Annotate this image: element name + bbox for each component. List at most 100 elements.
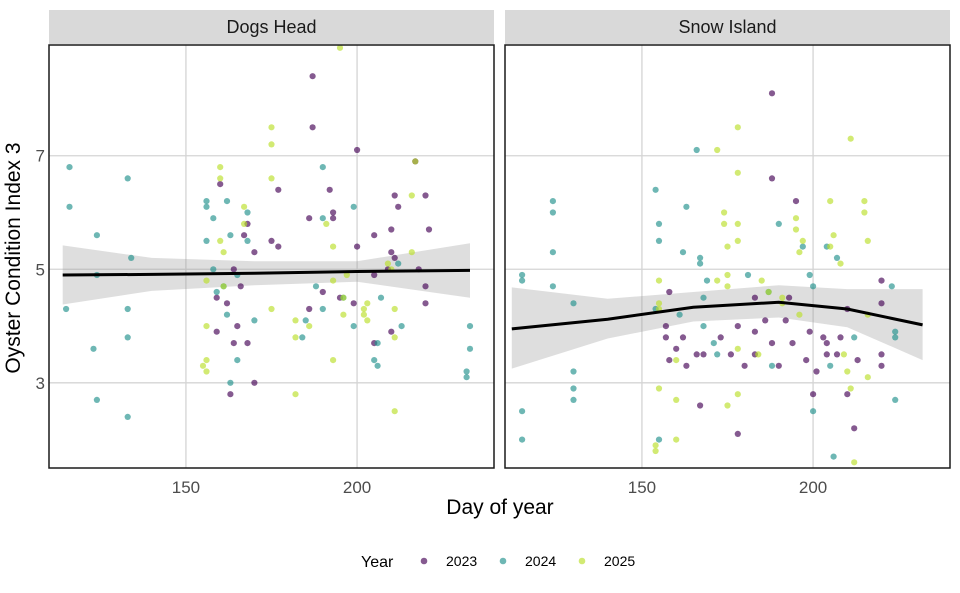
data-point [371,232,378,239]
data-point [652,186,659,193]
legend-label: 2023 [446,553,477,569]
series-2024 [519,146,899,460]
data-point [241,203,248,210]
data-point [268,124,275,131]
data-point [861,198,868,205]
data-point [391,192,398,199]
data-point [408,192,415,199]
data-point [220,283,227,290]
data-point [810,391,817,398]
data-point [714,351,721,358]
data-point [683,362,690,369]
data-point [700,323,707,330]
data-point [827,198,834,205]
data-point [466,345,474,352]
data-point [384,260,391,267]
data-point [251,317,258,324]
data-point [652,447,659,455]
x-tick-label: 150 [628,478,656,497]
data-point [666,288,673,296]
data-point [806,328,813,335]
data-point [878,300,885,307]
data-point [217,164,224,171]
data-point [391,305,398,313]
data-point [364,300,371,307]
data-point [343,271,350,279]
data-point [326,186,333,193]
data-point [66,164,73,171]
data-point [549,249,557,256]
data-point [230,266,237,273]
data-point [309,73,316,80]
data-point [721,220,728,227]
data-point [319,305,326,313]
data-point [374,362,381,369]
data-point [299,334,306,341]
data-point [744,271,752,279]
data-point [391,408,398,415]
data-point [330,243,337,250]
data-point [830,453,837,460]
data-point [789,340,796,347]
data-point [765,288,772,296]
data-point [762,317,769,324]
data-point [734,237,741,244]
panel-title: Dogs Head [226,17,316,37]
data-point [124,175,131,182]
data-point [398,323,405,330]
panel-border [504,44,951,469]
data-point [330,215,337,222]
data-point [878,351,885,358]
data-point [371,357,378,364]
data-point [727,351,735,358]
data-point [244,209,251,216]
data-point [124,334,131,341]
data-point [782,317,789,324]
data-point [213,294,220,301]
y-tick-label: 5 [36,260,45,279]
data-point [213,328,220,335]
data-point [251,379,258,386]
data-point [775,362,782,369]
series-2025 [652,124,871,466]
data-point [319,288,326,296]
data-point [377,294,385,301]
data-point [306,323,313,330]
data-point [823,340,830,347]
data-point [700,351,707,358]
data-point [203,277,210,284]
x-tick-label: 150 [172,478,200,497]
data-point [223,300,231,307]
data-point [354,146,361,154]
data-point [786,294,793,301]
data-point [93,232,100,239]
data-point [847,385,854,392]
data-point [63,305,70,313]
data-point [810,283,817,290]
data-point [655,237,663,244]
data-point [768,362,776,369]
data-point [844,391,851,398]
data-point [755,351,762,358]
series-2025 [199,44,419,415]
data-point [203,203,210,210]
data-point [734,345,741,352]
data-point [350,323,357,330]
panel-strip [505,10,950,44]
data-point [330,277,337,284]
data-point [851,425,858,432]
data-point [673,345,680,352]
data-point [336,44,344,51]
data-point [666,357,673,364]
data-point [549,198,557,205]
data-point [717,334,724,341]
data-point [662,334,670,341]
data-point [724,243,731,250]
data-point [864,237,871,244]
data-point [734,169,741,176]
data-point [652,442,659,449]
data-point [463,368,470,375]
data-point [549,209,557,216]
data-point [844,368,851,375]
data-point [217,237,224,244]
